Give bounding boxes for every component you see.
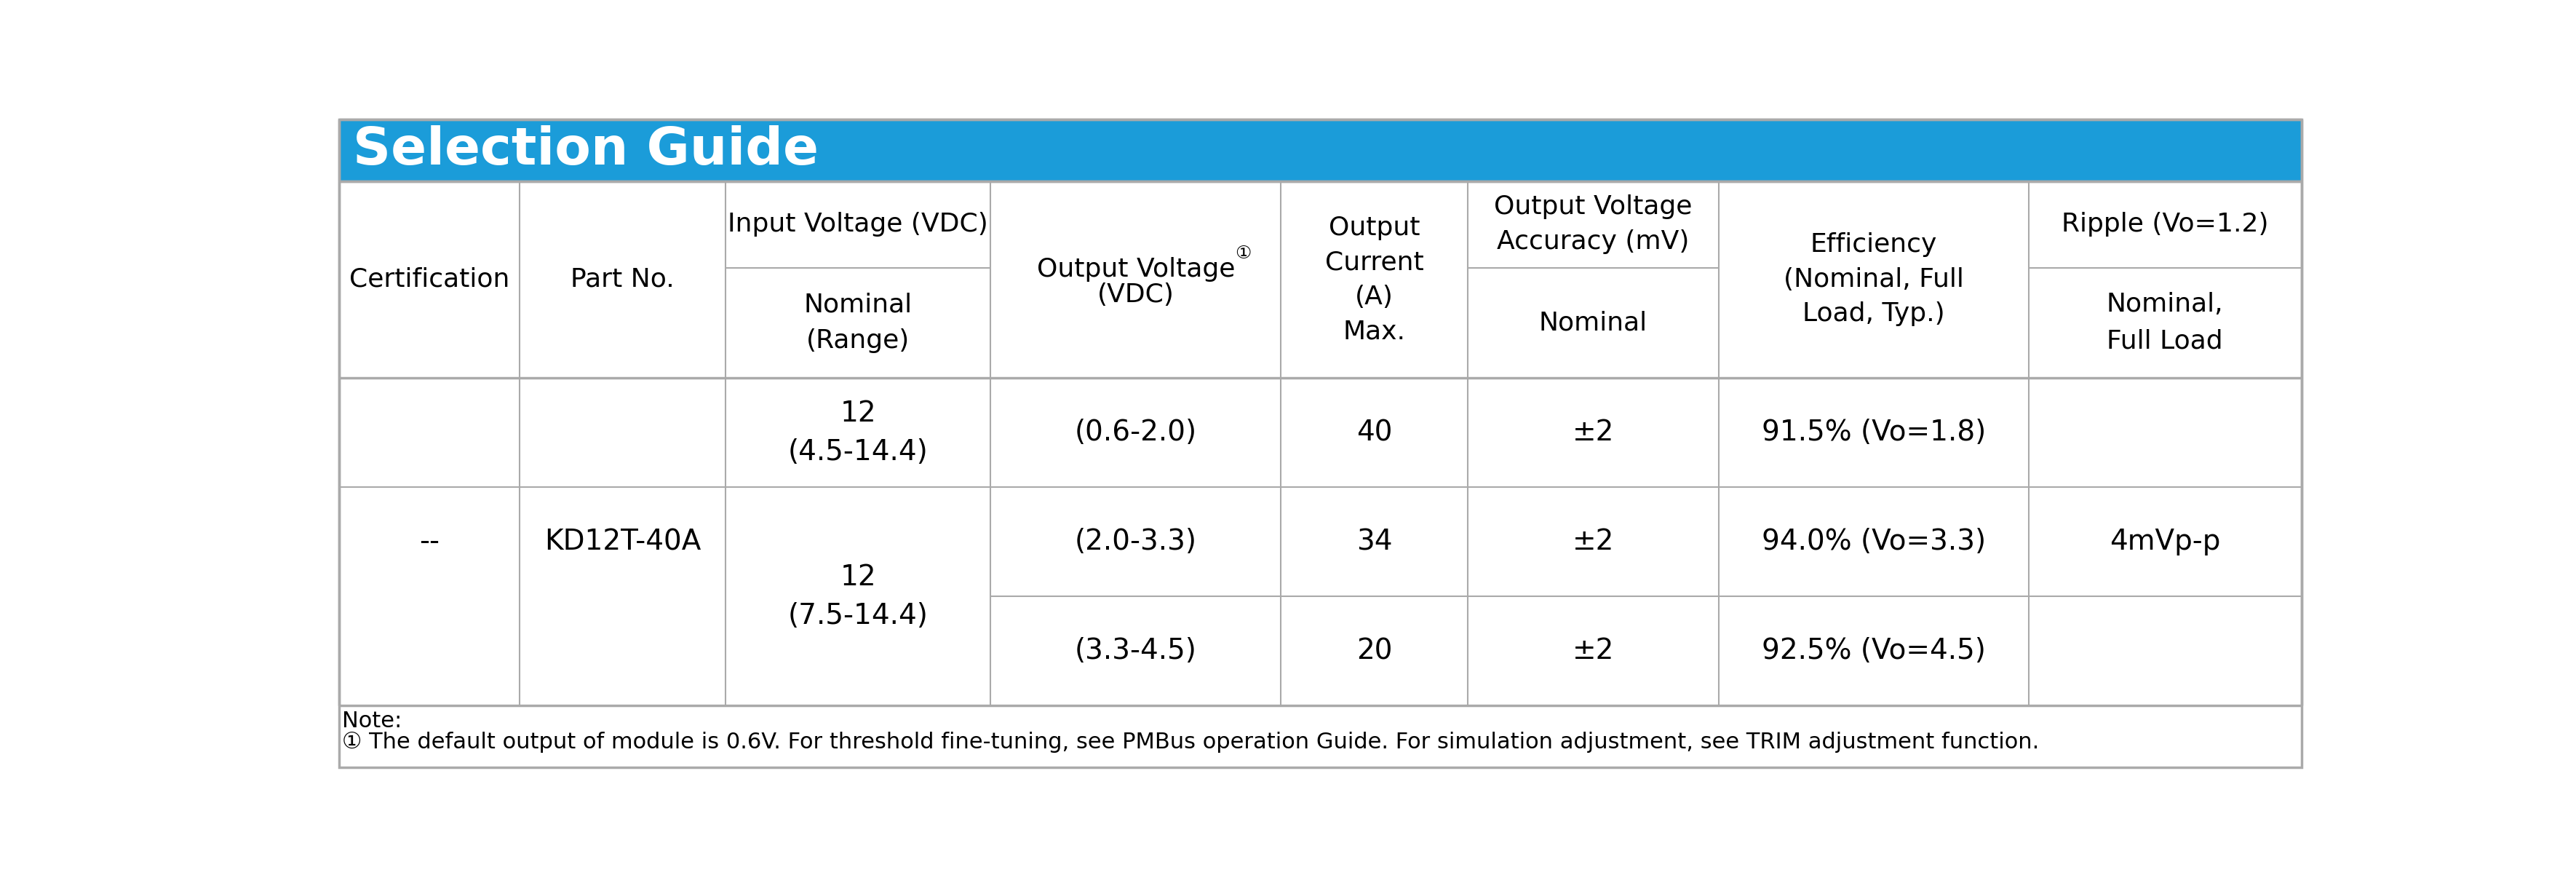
Text: 12
(7.5-14.4): 12 (7.5-14.4) xyxy=(788,564,927,630)
Text: (VDC): (VDC) xyxy=(1097,283,1175,307)
Text: 91.5% (Vo=1.8): 91.5% (Vo=1.8) xyxy=(1762,419,1986,446)
Text: --: -- xyxy=(420,528,440,556)
Text: 34: 34 xyxy=(1355,528,1391,556)
Bar xyxy=(340,119,2300,181)
Text: Ripple (Vo=1.2): Ripple (Vo=1.2) xyxy=(2061,212,2269,237)
Text: (3.3-4.5): (3.3-4.5) xyxy=(1074,637,1198,665)
Text: 4mVp-p: 4mVp-p xyxy=(2110,528,2221,556)
Text: Part No.: Part No. xyxy=(569,267,675,291)
Text: 12
(4.5-14.4): 12 (4.5-14.4) xyxy=(788,399,927,465)
Text: Nominal: Nominal xyxy=(1538,310,1646,335)
Text: ±2: ±2 xyxy=(1571,637,1615,665)
Text: Note:: Note: xyxy=(343,710,402,731)
Text: Efficiency
(Nominal, Full
Load, Typ.): Efficiency (Nominal, Full Load, Typ.) xyxy=(1783,233,1963,327)
Text: Certification: Certification xyxy=(348,267,510,291)
Text: ① The default output of module is 0.6V. For threshold fine-tuning, see PMBus ope: ① The default output of module is 0.6V. … xyxy=(343,731,2038,752)
Text: Input Voltage (VDC): Input Voltage (VDC) xyxy=(729,212,989,237)
Text: 20: 20 xyxy=(1355,637,1391,665)
Text: Output
Current
(A)
Max.: Output Current (A) Max. xyxy=(1324,215,1425,343)
Text: Selection Guide: Selection Guide xyxy=(353,125,819,176)
Text: ①: ① xyxy=(1234,245,1252,263)
Text: Output Voltage: Output Voltage xyxy=(1036,257,1234,282)
Text: ±2: ±2 xyxy=(1571,419,1615,446)
Text: Nominal,
Full Load: Nominal, Full Load xyxy=(2107,292,2223,353)
Text: ±2: ±2 xyxy=(1571,528,1615,556)
Text: Nominal
(Range): Nominal (Range) xyxy=(804,292,912,353)
Text: KD12T-40A: KD12T-40A xyxy=(544,528,701,556)
Text: Output Voltage
Accuracy (mV): Output Voltage Accuracy (mV) xyxy=(1494,195,1692,254)
Text: 40: 40 xyxy=(1355,419,1391,446)
Text: 92.5% (Vo=4.5): 92.5% (Vo=4.5) xyxy=(1762,637,1986,665)
Text: (2.0-3.3): (2.0-3.3) xyxy=(1074,528,1198,556)
Text: (0.6-2.0): (0.6-2.0) xyxy=(1074,419,1198,446)
Text: 94.0% (Vo=3.3): 94.0% (Vo=3.3) xyxy=(1762,528,1986,556)
